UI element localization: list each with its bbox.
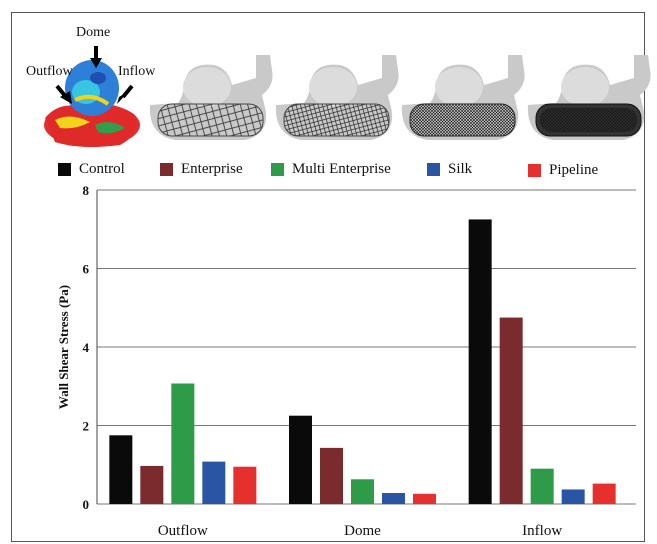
legend-item-silk: Silk bbox=[427, 161, 472, 178]
colored-aneurysm-image bbox=[44, 60, 140, 147]
y-tick-label: 8 bbox=[83, 183, 90, 198]
y-tick-label: 0 bbox=[83, 497, 90, 512]
bar-enterprise-dome bbox=[320, 447, 343, 504]
bar-multi-enterprise-dome bbox=[351, 479, 374, 504]
legend-swatch bbox=[528, 164, 541, 177]
outflow-annotation: Outflow bbox=[26, 64, 73, 79]
legend-item-enterprise: Enterprise bbox=[160, 161, 243, 178]
legend-swatch bbox=[427, 163, 440, 176]
legend-label: Enterprise bbox=[181, 161, 243, 177]
bar-enterprise-outflow bbox=[140, 465, 164, 504]
aneurysm-illustrations bbox=[44, 46, 651, 147]
bar-silk-dome bbox=[382, 493, 405, 504]
bar-pipeline-inflow bbox=[592, 483, 616, 504]
bar-multi-enterprise-outflow bbox=[171, 383, 195, 504]
x-tick-label: Inflow bbox=[522, 523, 562, 539]
annotation-arrows bbox=[55, 46, 134, 104]
dome-annotation: Dome bbox=[76, 25, 111, 40]
inflow-annotation: Inflow bbox=[118, 64, 156, 79]
legend-swatch bbox=[160, 163, 173, 176]
y-tick-label: 6 bbox=[83, 262, 90, 277]
x-tick-label: Outflow bbox=[158, 523, 208, 539]
y-axis-label: Wall Shear Stress (Pa) bbox=[56, 285, 71, 409]
bar-silk-outflow bbox=[202, 461, 226, 504]
bar-pipeline-dome bbox=[413, 493, 436, 504]
legend-label: Pipeline bbox=[549, 162, 599, 178]
bar-pipeline-outflow bbox=[233, 466, 257, 504]
y-tick-label: 4 bbox=[83, 340, 90, 355]
bar-control-inflow bbox=[468, 219, 492, 504]
figure-frame bbox=[11, 12, 645, 542]
legend-swatch bbox=[271, 163, 284, 176]
y-tick-labels: 0 2 4 6 8 bbox=[83, 183, 90, 512]
legend-item-pipeline: Pipeline bbox=[528, 162, 598, 179]
legend-item-multi-enterprise: Multi Enterprise bbox=[271, 161, 391, 178]
bar-enterprise-inflow bbox=[499, 317, 523, 504]
x-tick-labels: Outflow Dome Inflow bbox=[158, 523, 562, 539]
legend-label: Multi Enterprise bbox=[292, 161, 391, 177]
legend-label: Silk bbox=[448, 161, 473, 177]
bar-control-outflow bbox=[109, 435, 133, 504]
bar-silk-inflow bbox=[561, 489, 585, 504]
stent-model-multi-enterprise bbox=[275, 55, 399, 140]
stent-model-pipeline bbox=[527, 55, 651, 140]
bar-control-dome bbox=[289, 415, 312, 504]
x-tick-label: Dome bbox=[344, 523, 381, 539]
legend-swatch bbox=[58, 163, 71, 176]
stent-model-enterprise bbox=[149, 55, 273, 140]
stent-model-silk bbox=[401, 55, 525, 140]
bars bbox=[109, 219, 616, 504]
y-tick-label: 2 bbox=[83, 419, 90, 434]
bar-multi-enterprise-inflow bbox=[530, 468, 554, 504]
legend-item-control: Control bbox=[58, 161, 125, 178]
legend-label: Control bbox=[79, 161, 125, 177]
